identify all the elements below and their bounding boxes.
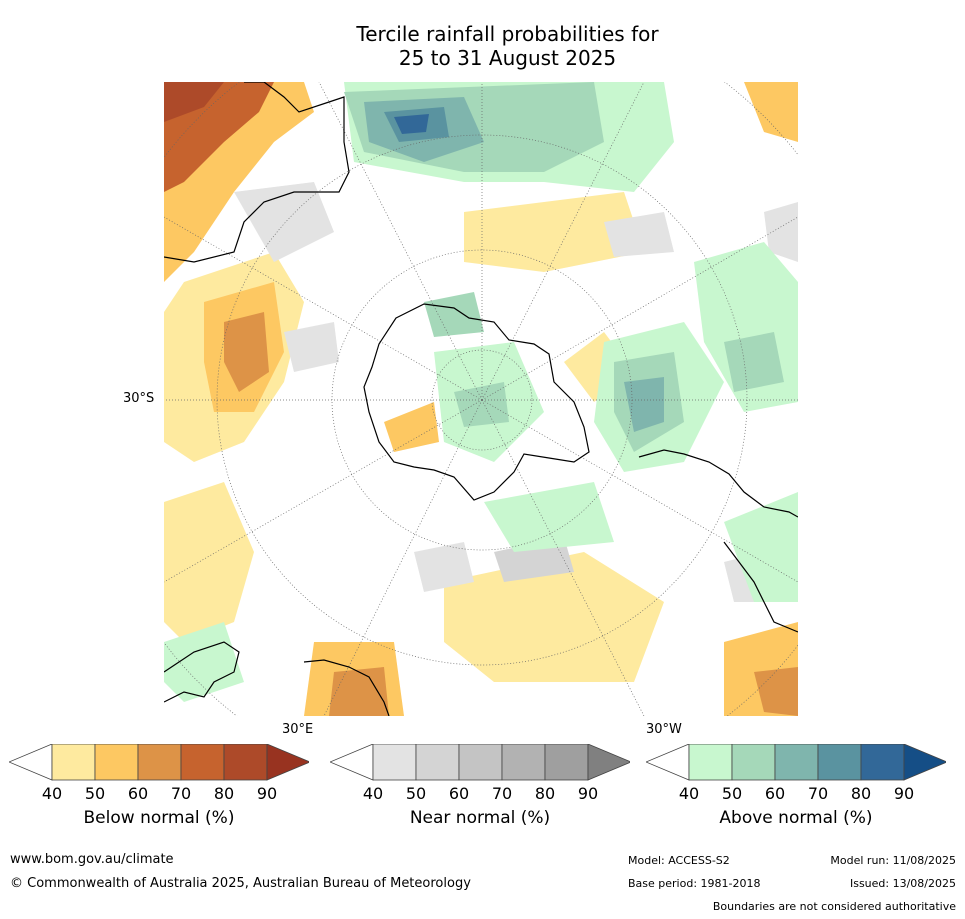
colorbar-above-swatch-3 xyxy=(774,744,819,781)
colorbar-below-swatch-5 xyxy=(223,744,268,781)
colorbar-above-tick: 90 xyxy=(893,784,915,803)
colorbar-near-tick: 90 xyxy=(577,784,599,803)
colorbar-near-swatch-5 xyxy=(544,744,589,781)
footer-disclaimer: Boundaries are not considered authoritat… xyxy=(712,900,956,913)
colorbar-below-title: Below normal (%) xyxy=(83,808,235,828)
footer-url: www.bom.gov.au/climate xyxy=(10,852,174,867)
australia-coastline xyxy=(164,641,240,703)
colorbar-above-tick: 50 xyxy=(721,784,743,803)
colorbar-below-tick: 80 xyxy=(213,784,235,803)
colorbar-above-swatch-6 xyxy=(903,744,946,781)
colorbar-above-tick: 60 xyxy=(764,784,786,803)
colorbar-above-swatch-0 xyxy=(646,744,690,781)
colorbar-below: 40 50 60 70 80 90 Below normal (%) xyxy=(9,744,309,828)
polar-map xyxy=(164,82,798,716)
colorbar-near-tick: 70 xyxy=(491,784,513,803)
colorbar-above-swatch-1 xyxy=(688,744,733,781)
colorbar-near-swatches xyxy=(330,744,630,781)
new-zealand-coastline xyxy=(303,659,390,716)
colorbar-below-ticks: 40 50 60 70 80 90 xyxy=(9,784,309,804)
colorbar-above-tick: 70 xyxy=(807,784,829,803)
colorbar-below-tick: 40 xyxy=(41,784,63,803)
colorbar-above-tick: 80 xyxy=(850,784,872,803)
colorbar-below-swatch-0 xyxy=(9,744,53,781)
south-america-east-coastline xyxy=(723,541,798,633)
latitude-label: 30°S xyxy=(123,391,155,406)
colorbar-near-swatch-2 xyxy=(415,744,460,781)
above-normal-regions xyxy=(164,82,798,702)
colorbar-below-swatch-6 xyxy=(266,744,309,781)
colorbar-above-swatch-5 xyxy=(860,744,905,781)
title-line-2: 25 to 31 August 2025 xyxy=(398,46,617,70)
colorbar-above-swatch-4 xyxy=(817,744,862,781)
south-america-coastline xyxy=(638,449,798,518)
colorbar-near-title: Near normal (%) xyxy=(409,808,551,828)
colorbar-near-tick: 60 xyxy=(448,784,470,803)
colorbar-above: 40 50 60 70 80 90 Above normal (%) xyxy=(646,744,946,828)
footer-copyright: © Commonwealth of Australia 2025, Austra… xyxy=(10,876,471,891)
colorbar-near-ticks: 40 50 60 70 80 90 xyxy=(330,784,630,804)
colorbar-below-tick: 90 xyxy=(256,784,278,803)
colorbar-near-swatch-0 xyxy=(330,744,374,781)
map-title: Tercile rainfall probabilities for 25 to… xyxy=(0,22,965,70)
footer-model: Model: ACCESS-S2 xyxy=(628,854,730,867)
colorbar-below-swatch-4 xyxy=(180,744,225,781)
colorbar-above-swatches xyxy=(646,744,946,781)
colorbar-near-swatch-6 xyxy=(587,744,630,781)
longitude-label-30e: 30°E xyxy=(282,722,314,737)
colorbar-above-title: Above normal (%) xyxy=(719,808,873,828)
antarctica-coastline xyxy=(363,303,590,501)
colorbar-near: 40 50 60 70 80 90 Near normal (%) xyxy=(330,744,630,828)
colorbar-near-swatch-1 xyxy=(372,744,417,781)
colorbar-above-tick: 40 xyxy=(678,784,700,803)
colorbar-below-swatch-3 xyxy=(137,744,182,781)
footer-model-run: Model run: 11/08/2025 xyxy=(830,854,956,867)
colorbar-above-swatch-2 xyxy=(731,744,776,781)
title-line-1: Tercile rainfall probabilities for xyxy=(356,22,659,46)
colorbar-near-tick: 80 xyxy=(534,784,556,803)
footer-base-period: Base period: 1981-2018 xyxy=(628,877,761,890)
footer-issued: Issued: 13/08/2025 xyxy=(849,877,956,890)
longitude-label-30w: 30°W xyxy=(646,722,682,737)
africa-coastline xyxy=(164,82,350,263)
colorbar-near-swatch-3 xyxy=(458,744,503,781)
colorbar-below-tick: 60 xyxy=(127,784,149,803)
near-normal-regions xyxy=(234,182,798,602)
colorbar-below-tick: 50 xyxy=(84,784,106,803)
colorbar-below-swatch-1 xyxy=(51,744,96,781)
colorbar-near-tick: 50 xyxy=(405,784,427,803)
colorbar-above-ticks: 40 50 60 70 80 90 xyxy=(646,784,946,804)
colorbar-near-swatch-4 xyxy=(501,744,546,781)
graticule xyxy=(164,82,798,716)
colorbar-below-swatches xyxy=(9,744,309,781)
colorbar-below-swatch-2 xyxy=(94,744,139,781)
colorbar-near-tick: 40 xyxy=(362,784,384,803)
colorbar-below-tick: 70 xyxy=(170,784,192,803)
coastlines xyxy=(164,82,798,716)
map-canvas xyxy=(164,82,798,716)
